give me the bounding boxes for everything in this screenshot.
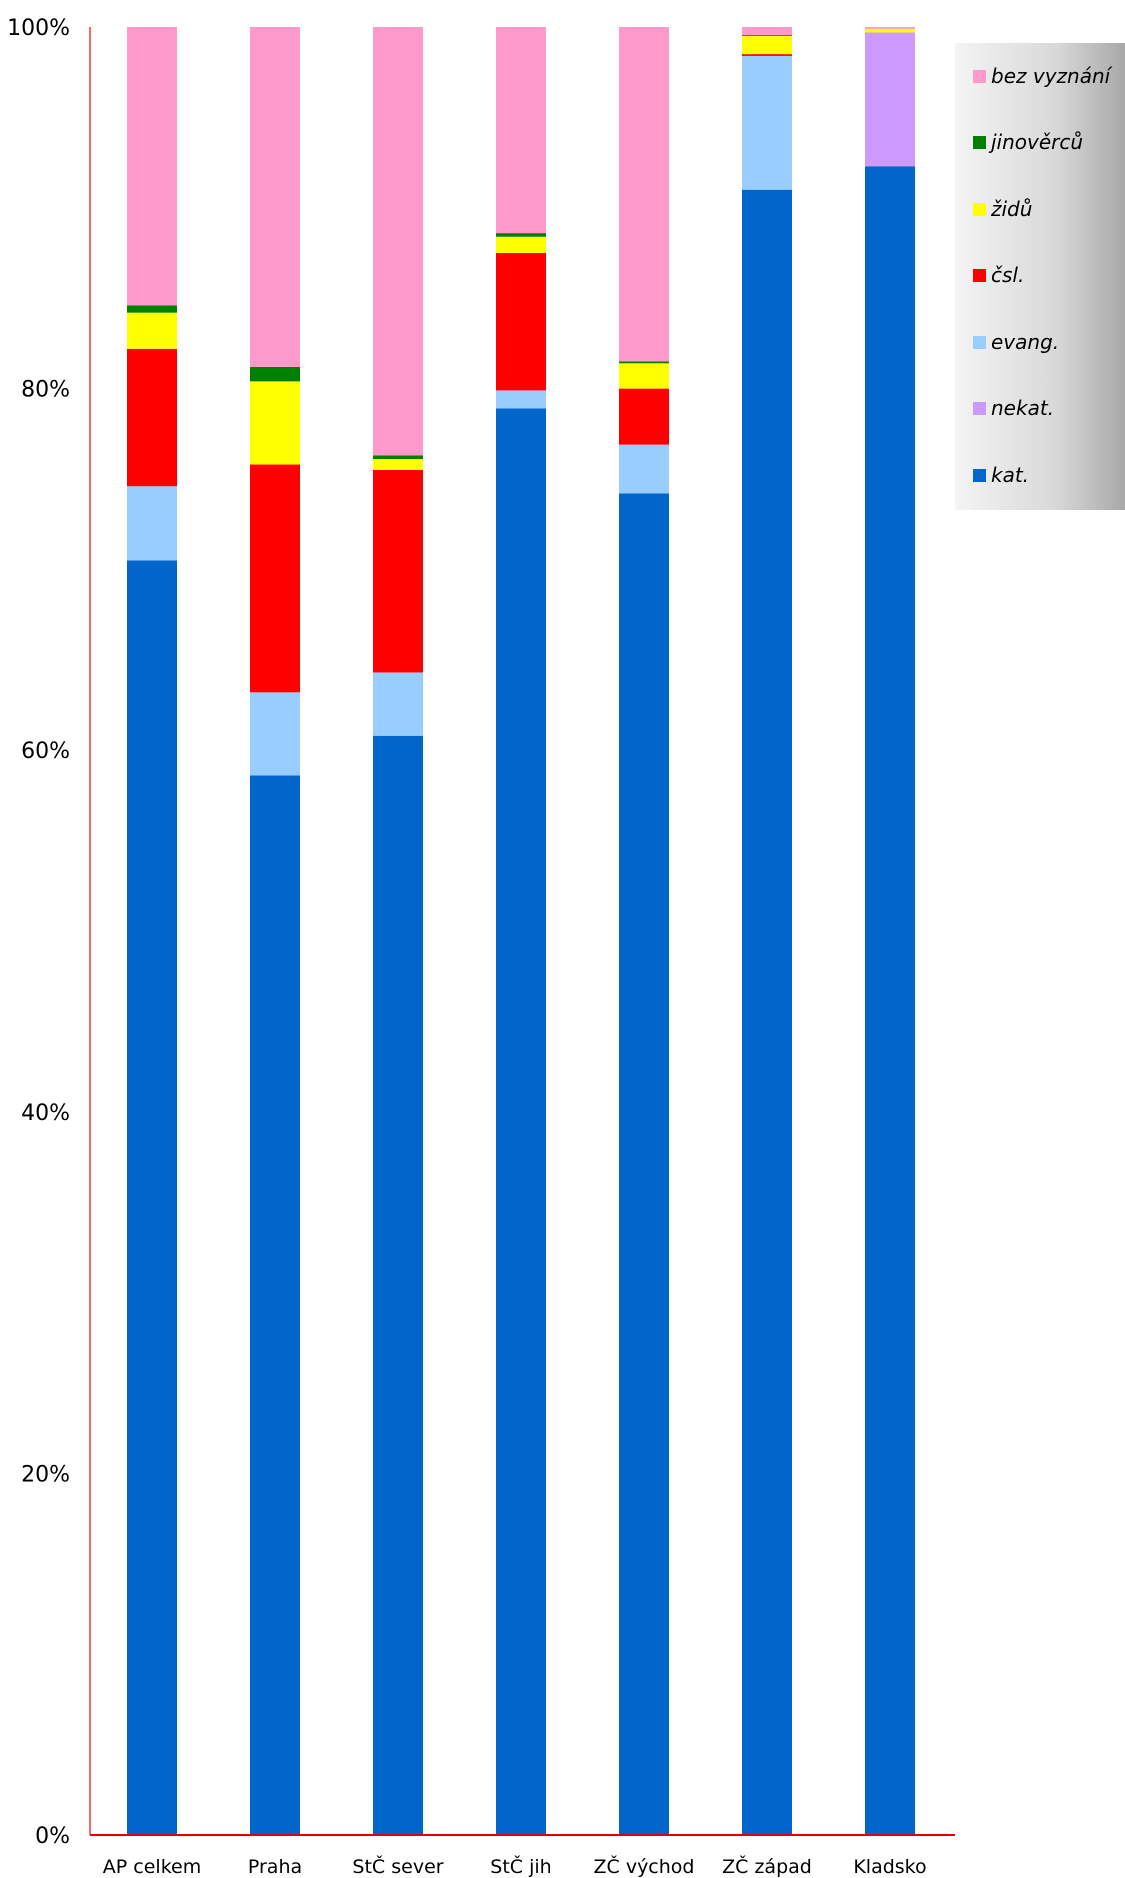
bar-kladsko-bez-vyznani <box>865 27 915 29</box>
legend-label-nekat: nekat. <box>991 396 1055 420</box>
bar-zc-zapad-kat <box>742 189 792 1836</box>
legend-swatch-csl <box>973 268 986 282</box>
bar-ap-celkem-evang <box>127 486 177 561</box>
x-tick-label-stc-sever: StČ sever <box>352 1854 443 1878</box>
legend-swatch-nekat <box>973 401 986 415</box>
bar-stack-kladsko <box>865 27 915 1835</box>
y-tick-label-100pct: 100% <box>7 16 70 41</box>
bar-zc-zapad-evang <box>742 55 792 190</box>
bar-zc-zapad-jinovercu <box>742 35 792 37</box>
bar-stack-zc-vychod <box>619 27 669 1835</box>
legend-swatch-zidu <box>973 202 986 216</box>
bar-zc-vychod-zidu <box>619 363 669 389</box>
legend-label-jinovercu: jinověrců <box>991 130 1084 154</box>
bar-ap-celkem-csl <box>127 348 177 487</box>
legend-swatch-jinovercu <box>973 135 986 149</box>
bar-praha-evang <box>250 692 300 776</box>
bar-praha-csl <box>250 464 300 693</box>
bar-stc-sever-evang <box>373 672 423 736</box>
y-tick-label-0pct: 0% <box>35 1824 70 1849</box>
legend-swatch-evang <box>973 335 986 349</box>
bar-zc-zapad-bez-vyznani <box>742 27 792 36</box>
bar-kladsko-kat <box>865 166 915 1835</box>
y-tick-label-20pct: 20% <box>21 1462 70 1487</box>
bar-stc-jih-bez-vyznani <box>496 27 546 234</box>
bar-stack-stc-sever <box>373 27 423 1835</box>
bar-ap-celkem-bez-vyznani <box>127 27 177 306</box>
bar-stc-jih-jinovercu <box>496 233 546 237</box>
bar-zc-vychod-bez-vyznani <box>619 27 669 362</box>
bar-stc-sever-jinovercu <box>373 455 423 460</box>
legend-label-bez-vyznani: bez vyznání <box>991 64 1111 88</box>
bar-stc-sever-kat <box>373 735 423 1835</box>
bar-zc-zapad-csl <box>742 54 792 56</box>
bar-stack-ap-celkem <box>127 27 177 1835</box>
x-category-labels: AP celkem Praha StČ sever StČ jih ZČ východ Z… <box>103 1854 927 1878</box>
legend-label-csl: čsl. <box>991 263 1025 287</box>
bar-stc-jih-kat <box>496 408 546 1835</box>
legend-swatch-bez-vyznani <box>973 69 986 83</box>
legend-label-evang: evang. <box>991 330 1060 354</box>
legend-item-csl: čsl. <box>973 262 1024 288</box>
x-tick-label-zc-zapad: ZČ západ <box>722 1854 812 1878</box>
legend-item-zidu: židů <box>973 196 1032 222</box>
bar-stc-jih-evang <box>496 390 546 409</box>
bar-stc-sever-csl <box>373 469 423 673</box>
bar-praha-jinovercu <box>250 366 300 382</box>
bar-praha-bez-vyznani <box>250 27 300 367</box>
bars-layer <box>127 27 915 1836</box>
legend-item-evang: evang. <box>973 329 1059 355</box>
bar-zc-vychod-jinovercu <box>619 361 669 364</box>
x-tick-label-kladsko: Kladsko <box>853 1856 926 1878</box>
bar-ap-celkem-zidu <box>127 312 177 349</box>
bar-stc-jih-csl <box>496 253 546 391</box>
axis-layer <box>89 27 955 1836</box>
bar-praha-zidu <box>250 381 300 465</box>
bar-zc-zapad-zidu <box>742 36 792 55</box>
legend-item-bez-vyznani: bez vyznání <box>973 63 1110 89</box>
bar-stc-jih-zidu <box>496 236 546 253</box>
y-tick-labels: 0% 20% 40% 60% 80% 100% <box>7 16 70 1849</box>
legend-label-zidu: židů <box>991 197 1033 221</box>
y-tick-label-40pct: 40% <box>21 1101 70 1126</box>
y-tick-label-80pct: 80% <box>21 378 70 403</box>
bar-zc-vychod-evang <box>619 444 669 494</box>
bar-stc-sever-zidu <box>373 459 423 470</box>
bar-stack-stc-jih <box>496 27 546 1835</box>
x-tick-label-ap-celkem: AP celkem <box>103 1856 201 1878</box>
bar-kladsko-nekat <box>865 32 915 167</box>
bar-ap-celkem-jinovercu <box>127 305 177 313</box>
legend-label-kat: kat. <box>991 463 1030 487</box>
x-tick-label-praha: Praha <box>248 1856 302 1878</box>
bar-stc-sever-bez-vyznani <box>373 27 423 456</box>
legend-item-nekat: nekat. <box>973 395 1054 421</box>
bar-praha-kat <box>250 775 300 1836</box>
bar-zc-vychod-csl <box>619 388 669 445</box>
legend-swatch-kat <box>973 468 986 482</box>
bar-stack-zc-zapad <box>742 27 792 1836</box>
bar-ap-celkem-kat <box>127 560 177 1835</box>
bar-kladsko-zidu <box>865 28 915 33</box>
x-tick-label-stc-jih: StČ jih <box>490 1854 551 1878</box>
legend-item-kat: kat. <box>973 462 1029 488</box>
x-tick-label-zc-vychod: ZČ východ <box>594 1854 695 1878</box>
y-tick-label-60pct: 60% <box>21 739 70 764</box>
legend: bez vyznání jinověrců židů čsl. evang. n… <box>955 43 1125 510</box>
legend-item-jinovercu: jinověrců <box>973 129 1083 155</box>
bar-zc-vychod-kat <box>619 493 669 1835</box>
bar-stack-praha <box>250 27 300 1836</box>
